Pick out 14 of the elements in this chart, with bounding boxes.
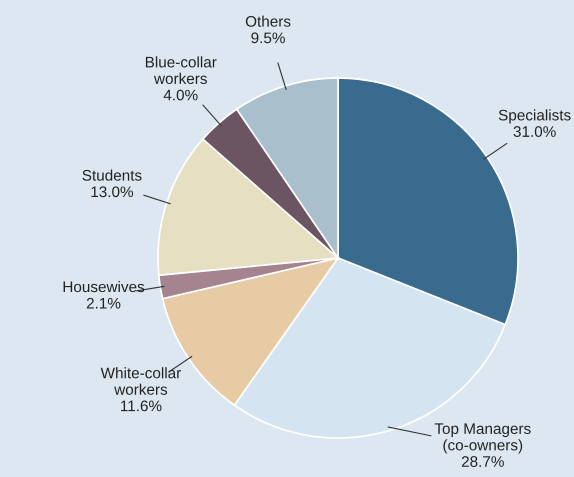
slice-label: White-collar workers <box>100 367 182 395</box>
slice-label: Housewives <box>64 280 144 292</box>
data-label: 31.0% <box>514 126 556 137</box>
slice-label: Students <box>82 170 142 181</box>
data-label: 4.0% <box>164 90 198 100</box>
slice-label: Specialists <box>498 109 571 124</box>
data-label: 2.1% <box>86 298 120 309</box>
data-label: 13.0% <box>91 186 134 198</box>
slice-label: Blue-collar workers <box>146 56 217 84</box>
data-label: 11.6% <box>121 400 162 412</box>
slice-label: Others <box>246 16 290 27</box>
slice-label: Top Managers (co-owners) <box>434 423 531 454</box>
data-label: 9.5% <box>251 32 285 44</box>
data-label: 28.7% <box>462 456 504 467</box>
